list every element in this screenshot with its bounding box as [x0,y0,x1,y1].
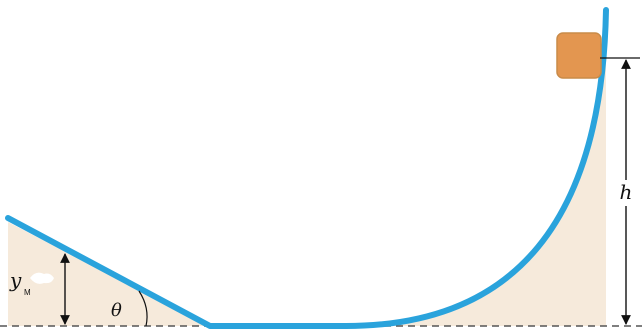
smudge-mark [30,272,54,284]
track [5,7,609,329]
right-margin [606,0,642,332]
angle-arc [138,290,148,327]
height-label: h [620,180,633,204]
height-label-bg [614,180,638,206]
max-height-label: y [9,268,22,292]
angle-label: θ [111,300,122,321]
ground-fill [8,10,606,326]
block [556,32,602,79]
max-height-subscript: M [24,288,31,297]
